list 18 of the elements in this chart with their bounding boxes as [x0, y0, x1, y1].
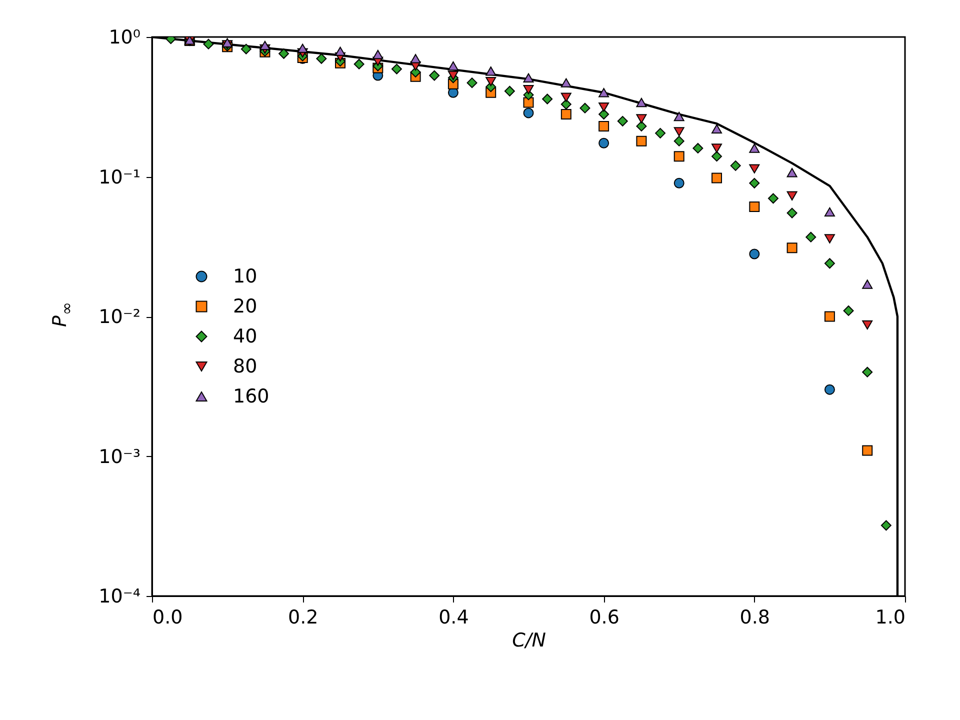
- legend-label: 10: [233, 266, 258, 288]
- x-tick-label: 0.6: [589, 606, 620, 628]
- y-axis-title: P∞: [49, 302, 76, 327]
- y-tick-label: 10⁻²: [98, 306, 140, 328]
- legend-label: 160: [233, 386, 270, 408]
- x-tick-label: 1.0: [875, 606, 906, 628]
- x-tick-label: 0.4: [438, 606, 469, 628]
- y-tick-label: 10⁰: [108, 26, 140, 48]
- legend-label: 20: [233, 296, 258, 318]
- y-tick-label: 10⁻⁴: [98, 586, 141, 608]
- x-tick-label: 0.0: [152, 606, 183, 628]
- x-tick-label: 0.2: [288, 606, 318, 628]
- y-tick-label: 10⁻¹: [98, 166, 140, 188]
- legend-label: 40: [233, 326, 258, 348]
- legend-label: 80: [233, 356, 258, 378]
- x-axis-title: C/N: [512, 630, 546, 652]
- x-tick-label: 0.8: [740, 606, 770, 628]
- y-tick-label: 10⁻³: [98, 446, 140, 468]
